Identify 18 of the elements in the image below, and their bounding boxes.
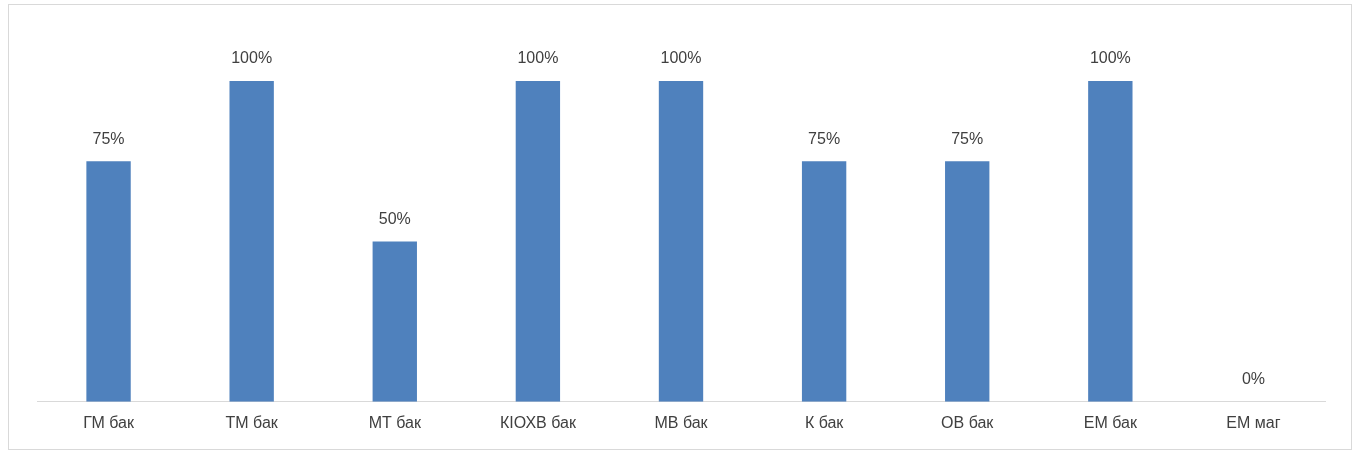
x-tick-label: МТ бак xyxy=(368,413,422,431)
x-tick-label: ОВ бак xyxy=(941,413,995,431)
x-tick-label: ГМ бак xyxy=(83,413,135,431)
x-tick-label: ЕМ бак xyxy=(1083,413,1138,431)
data-label: 75% xyxy=(92,129,125,147)
x-tick-label: ЕМ маг xyxy=(1226,413,1281,431)
x-tick-label: ТМ бак xyxy=(225,413,279,431)
data-label: 0% xyxy=(1241,370,1266,388)
data-label: 50% xyxy=(378,209,411,227)
x-tick-label: К бак xyxy=(804,413,845,431)
data-label: 100% xyxy=(517,49,559,67)
x-tick-label: МВ бак xyxy=(654,413,709,431)
data-label: 75% xyxy=(808,129,841,147)
data-label: 100% xyxy=(1089,49,1131,67)
x-tick-label: КІОХВ бак xyxy=(499,413,577,431)
data-label: 100% xyxy=(231,49,273,67)
data-label: 100% xyxy=(660,49,702,67)
data-label: 75% xyxy=(951,129,984,147)
